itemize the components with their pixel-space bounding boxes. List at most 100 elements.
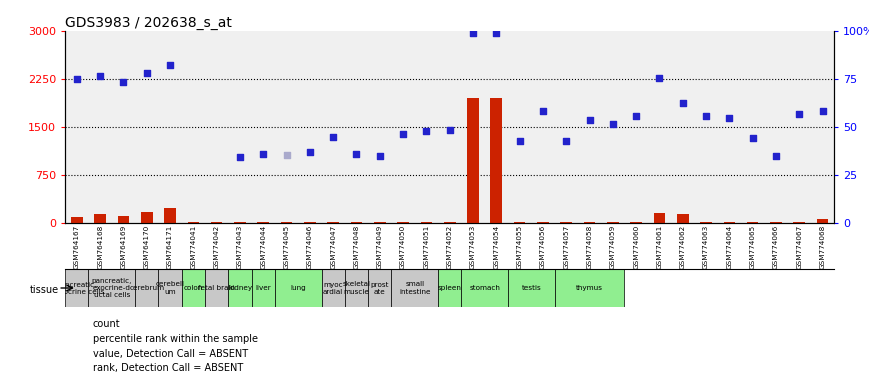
Point (256, 151, 270, 157)
Bar (817, 219, 828, 223)
Text: GSM774046: GSM774046 (307, 225, 313, 269)
Point (816, 108, 830, 114)
Bar (141, 212, 153, 223)
Text: GSM774055: GSM774055 (517, 225, 522, 269)
Text: cerebrum: cerebrum (129, 285, 164, 291)
Bar (188, 222, 199, 223)
Bar (508, 269, 554, 307)
Bar (391, 269, 438, 307)
Bar (746, 222, 759, 223)
Text: GSM774059: GSM774059 (610, 225, 616, 269)
Text: GSM764170: GSM764170 (143, 225, 149, 269)
Bar (438, 269, 461, 307)
Bar (677, 214, 688, 223)
Bar (89, 269, 135, 307)
Text: testis: testis (521, 285, 541, 291)
Text: value, Detection Call = ABSENT: value, Detection Call = ABSENT (93, 349, 249, 359)
Point (443, 127, 457, 133)
Bar (653, 213, 666, 223)
Bar (275, 269, 322, 307)
Bar (211, 222, 222, 223)
Point (93, 73, 107, 79)
Text: prost
ate: prost ate (370, 281, 389, 295)
Point (676, 100, 690, 106)
Text: lung: lung (290, 285, 306, 291)
Point (513, 138, 527, 144)
Text: small
intestine: small intestine (399, 281, 430, 295)
Text: liver: liver (255, 285, 271, 291)
Text: GSM774045: GSM774045 (283, 225, 289, 269)
Bar (490, 98, 502, 223)
Text: pancreatic,
endocrine cells: pancreatic, endocrine cells (50, 281, 104, 295)
Text: GSM764169: GSM764169 (121, 225, 126, 269)
Point (373, 152, 387, 159)
Point (303, 149, 317, 156)
Text: GSM774056: GSM774056 (540, 225, 546, 269)
Point (769, 152, 783, 159)
Text: GSM774041: GSM774041 (190, 225, 196, 269)
Point (420, 128, 434, 134)
Text: GSM774043: GSM774043 (237, 225, 243, 269)
Text: GSM774068: GSM774068 (819, 225, 826, 269)
Point (606, 121, 620, 127)
Bar (252, 269, 275, 307)
Bar (607, 222, 619, 223)
Bar (793, 222, 805, 223)
Text: stomach: stomach (469, 285, 500, 291)
Point (116, 79, 130, 85)
Text: GSM774064: GSM774064 (726, 225, 733, 269)
Point (536, 108, 550, 114)
Bar (584, 222, 595, 223)
Bar (234, 222, 246, 223)
Text: GSM774054: GSM774054 (494, 225, 500, 269)
Bar (71, 217, 83, 223)
Text: GSM764168: GSM764168 (97, 225, 103, 269)
Bar (322, 269, 345, 307)
Text: GSM764171: GSM764171 (167, 225, 173, 269)
Point (653, 75, 667, 81)
Text: GSM774062: GSM774062 (680, 225, 686, 269)
Bar (368, 269, 391, 307)
Bar (554, 269, 625, 307)
Point (582, 117, 596, 123)
Text: GSM774048: GSM774048 (354, 225, 360, 269)
Text: GSM774063: GSM774063 (703, 225, 709, 269)
Text: GSM774067: GSM774067 (796, 225, 802, 269)
Text: GSM774061: GSM774061 (656, 225, 662, 269)
Text: GSM774049: GSM774049 (377, 225, 382, 269)
Text: fetal brain: fetal brain (198, 285, 235, 291)
Text: myoc
ardial: myoc ardial (323, 281, 343, 295)
Bar (397, 222, 409, 223)
Point (722, 115, 736, 121)
Point (326, 134, 340, 140)
Bar (304, 222, 315, 223)
Text: cerebell
um: cerebell um (156, 281, 184, 295)
Point (233, 154, 247, 161)
Point (70, 76, 83, 83)
Bar (164, 208, 176, 223)
Bar (468, 98, 479, 223)
Bar (374, 222, 386, 223)
Text: GSM774047: GSM774047 (330, 225, 336, 269)
Bar (700, 222, 712, 223)
Bar (182, 269, 205, 307)
Text: thymus: thymus (576, 285, 603, 291)
Bar (135, 269, 158, 307)
Bar (514, 222, 526, 223)
Text: GSM774060: GSM774060 (634, 225, 639, 269)
Point (560, 138, 574, 144)
Text: GSM774044: GSM774044 (261, 225, 266, 269)
Text: colon: colon (183, 285, 203, 291)
Text: GSM774053: GSM774053 (470, 225, 476, 269)
Bar (421, 222, 432, 223)
Text: GDS3983 / 202638_s_at: GDS3983 / 202638_s_at (65, 16, 232, 30)
Bar (345, 269, 368, 307)
Point (629, 113, 643, 119)
Bar (724, 222, 735, 223)
Point (793, 111, 806, 117)
Text: GSM774058: GSM774058 (587, 225, 593, 269)
Text: pancreatic,
exocrine-d
uctal cells: pancreatic, exocrine-d uctal cells (91, 278, 132, 298)
Text: count: count (93, 319, 121, 329)
Text: percentile rank within the sample: percentile rank within the sample (93, 334, 258, 344)
Bar (205, 269, 229, 307)
